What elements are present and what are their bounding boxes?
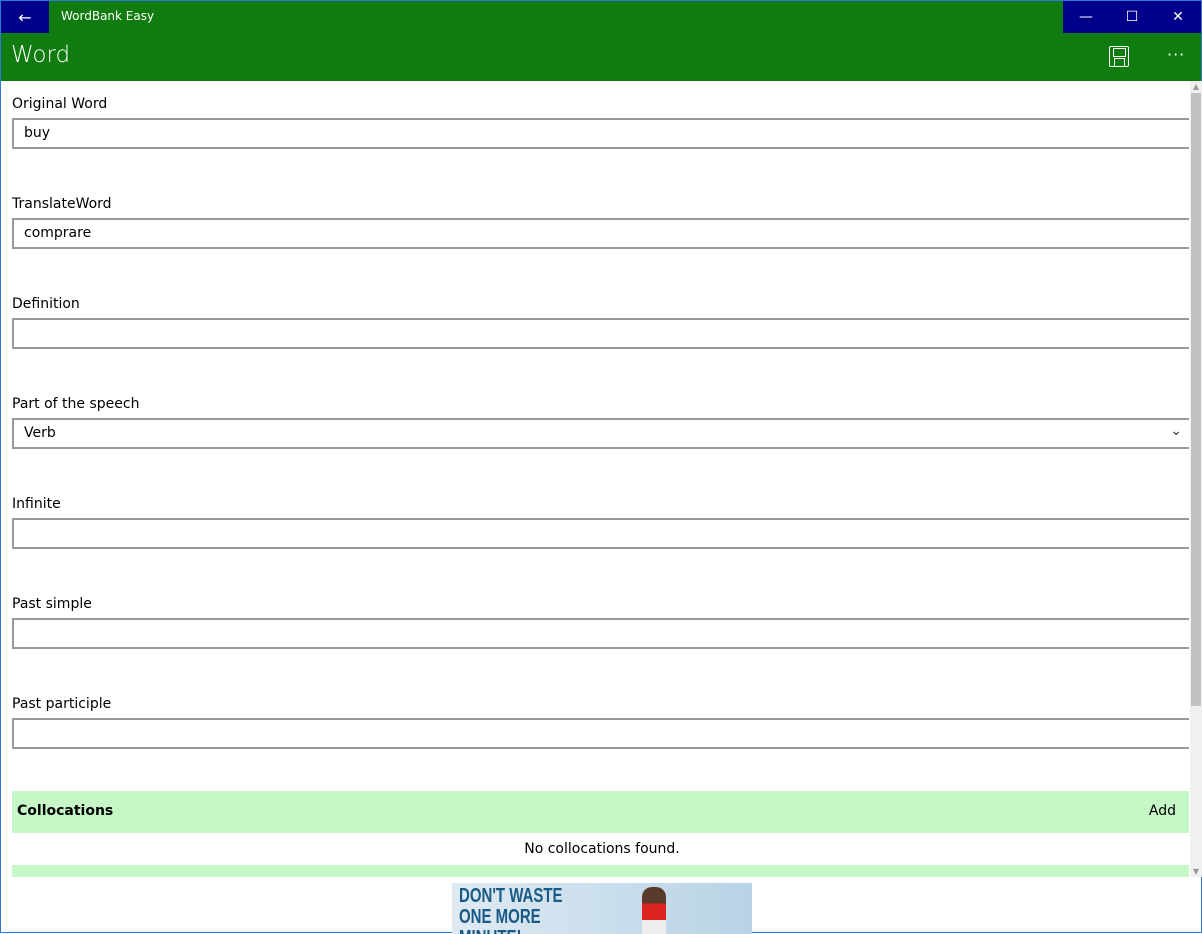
past-simple-input[interactable] (12, 618, 1189, 649)
original-word-input[interactable]: buy (12, 118, 1189, 149)
field-label: TranslateWord (12, 196, 112, 212)
definition-input[interactable] (12, 318, 1189, 349)
infinite-field: Infinite (12, 496, 1189, 549)
page-header: Word ··· (1, 33, 1201, 81)
form-area: Original Word buy TranslateWord comprare D… (1, 81, 1189, 877)
field-label: Original Word (12, 96, 108, 112)
close-button[interactable]: ✕ (1172, 9, 1184, 25)
infinite-input[interactable] (12, 518, 1189, 549)
field-label: Past participle (12, 696, 112, 712)
past-participle-field: Past participle (12, 696, 1189, 749)
collocations-header: Collocations Add (12, 791, 1189, 833)
field-label: Past simple (12, 596, 92, 612)
scroll-up-icon[interactable]: ▲ (1192, 82, 1200, 91)
add-collocation-button[interactable]: Add (1148, 803, 1176, 819)
title-bar: ← WordBank Easy — ☐ ✕ (1, 1, 1201, 33)
vertical-scrollbar[interactable]: ▲ ▼ (1190, 81, 1202, 877)
ad-image (642, 887, 666, 934)
ad-text: DON'T WASTE ONE MORE MINUTE! (459, 885, 563, 934)
part-of-speech-field: Part of the speech Verb ⌄ (12, 396, 1189, 449)
field-label: Definition (12, 296, 80, 312)
page-title: Word (11, 42, 71, 68)
next-section-header (12, 865, 1189, 877)
translate-word-input[interactable]: comprare (12, 218, 1189, 249)
part-of-speech-select[interactable]: Verb ⌄ (12, 418, 1189, 449)
more-options-button[interactable]: ··· (1167, 45, 1186, 64)
save-icon[interactable] (1109, 46, 1129, 67)
back-arrow-icon: ← (18, 7, 32, 27)
maximize-button[interactable]: ☐ (1125, 9, 1139, 25)
past-simple-field: Past simple (12, 596, 1189, 649)
advertisement-banner[interactable]: DON'T WASTE ONE MORE MINUTE! (452, 883, 752, 934)
field-label: Part of the speech (12, 396, 140, 412)
past-participle-input[interactable] (12, 718, 1189, 749)
scroll-down-icon[interactable]: ▼ (1192, 867, 1200, 876)
minimize-button[interactable]: — (1079, 9, 1093, 25)
field-label: Infinite (12, 496, 61, 512)
translate-word-field: TranslateWord comprare (12, 196, 1189, 249)
no-collocations-message: No collocations found. (524, 841, 680, 857)
chevron-down-icon: ⌄ (1170, 423, 1182, 439)
back-button[interactable]: ← (1, 1, 49, 33)
app-title: WordBank Easy (61, 9, 155, 23)
scrollbar-thumb[interactable] (1191, 93, 1201, 706)
collocations-title: Collocations (17, 803, 114, 819)
selected-value: Verb (24, 425, 56, 441)
definition-field: Definition (12, 296, 1189, 349)
original-word-field: Original Word buy (12, 96, 1189, 149)
